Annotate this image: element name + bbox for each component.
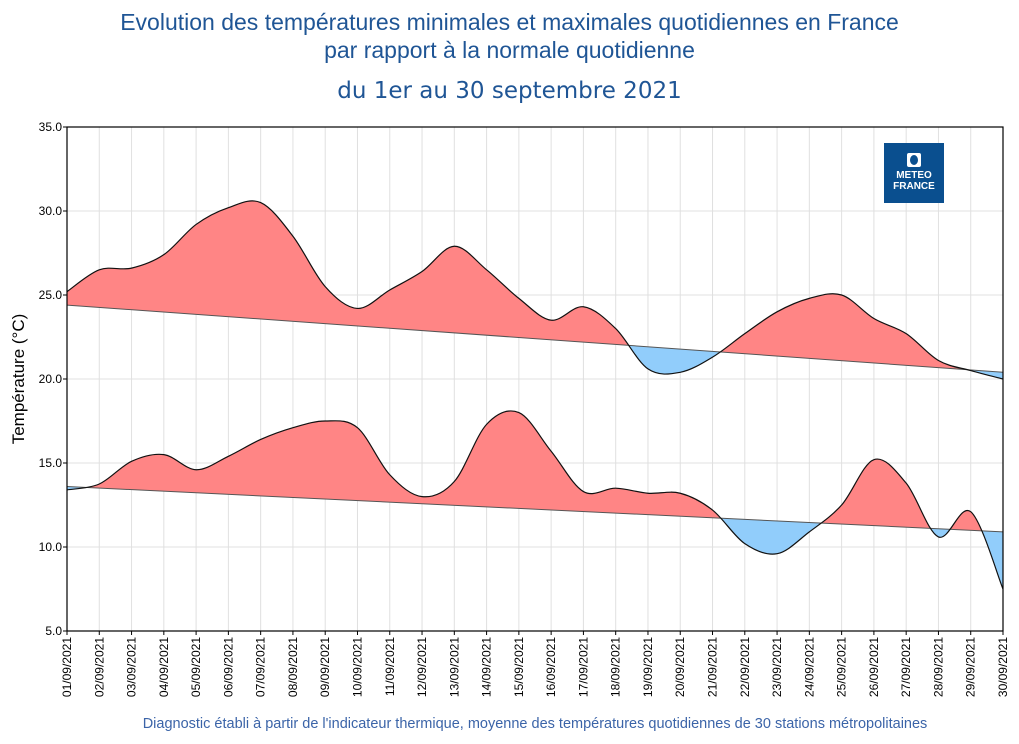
x-tick-label: 22/09/2021 [738,637,752,697]
x-tick-label: 15/09/2021 [512,637,526,697]
y-tick-label: 25.0 [39,288,63,302]
x-tick-label: 25/09/2021 [835,637,849,697]
chart-title: Evolution des températures minimales et … [0,8,1019,64]
x-tick-label: 01/09/2021 [60,637,74,697]
title-line-1: Evolution des températures minimales et … [120,9,899,35]
tmin-above-normal-area [67,410,1003,532]
x-tick-label: 12/09/2021 [415,637,429,697]
footer-note: Diagnostic établi à partir de l'indicate… [142,716,928,732]
x-tick-label: 17/09/2021 [576,637,590,697]
x-tick-label: 05/09/2021 [189,637,203,697]
x-tick-label: 29/09/2021 [964,637,978,697]
tmin-normal-line [66,486,1004,533]
x-tick-label: 10/09/2021 [350,637,364,697]
title-line-2: par rapport à la normale quotidienne [324,37,695,63]
x-tick-label: 14/09/2021 [480,637,494,697]
x-tick-label: 09/09/2021 [318,637,332,697]
x-tick-label: 04/09/2021 [157,637,171,697]
x-tick-label: 11/09/2021 [383,637,397,696]
x-tick-label: 13/09/2021 [447,637,461,697]
y-tick-label: 20.0 [39,372,63,386]
tmin-line [66,410,1004,590]
meteo-france-logo: METEO FRANCE [884,143,944,203]
x-tick-label: 03/09/2021 [125,637,139,697]
x-tick-label: 16/09/2021 [544,637,558,697]
y-tick-label: 10.0 [39,540,63,554]
x-tick-label: 08/09/2021 [286,637,300,697]
x-tick-label: 23/09/2021 [770,637,784,697]
tmax-above-normal-area [67,200,1003,373]
y-axis-label: Température (°C) [9,314,28,445]
y-tick-label: 30.0 [39,204,63,218]
tmax-line [66,200,1004,380]
x-tick-label: 19/09/2021 [641,637,655,697]
x-tick-label: 07/09/2021 [254,637,268,697]
x-tick-label: 06/09/2021 [221,637,235,697]
y-tick-label: 5.0 [45,624,62,638]
x-tick-label: 20/09/2021 [673,637,687,697]
x-tick-label: 18/09/2021 [609,637,623,697]
x-tick-label: 30/09/2021 [996,637,1010,697]
x-tick-label: 27/09/2021 [899,637,913,697]
chart-subtitle: du 1er au 30 septembre 2021 [337,78,682,104]
logo-icon [907,153,921,167]
x-tick-label: 28/09/2021 [931,637,945,697]
x-tick-label: 21/09/2021 [706,637,720,697]
x-tick-label: 26/09/2021 [867,637,881,697]
y-tick-label: 15.0 [39,456,63,470]
x-tick-label: 24/09/2021 [802,637,816,697]
tmax-normal-line [66,304,1004,373]
x-tick-label: 02/09/2021 [92,637,106,697]
y-tick-label: 35.0 [39,120,63,134]
